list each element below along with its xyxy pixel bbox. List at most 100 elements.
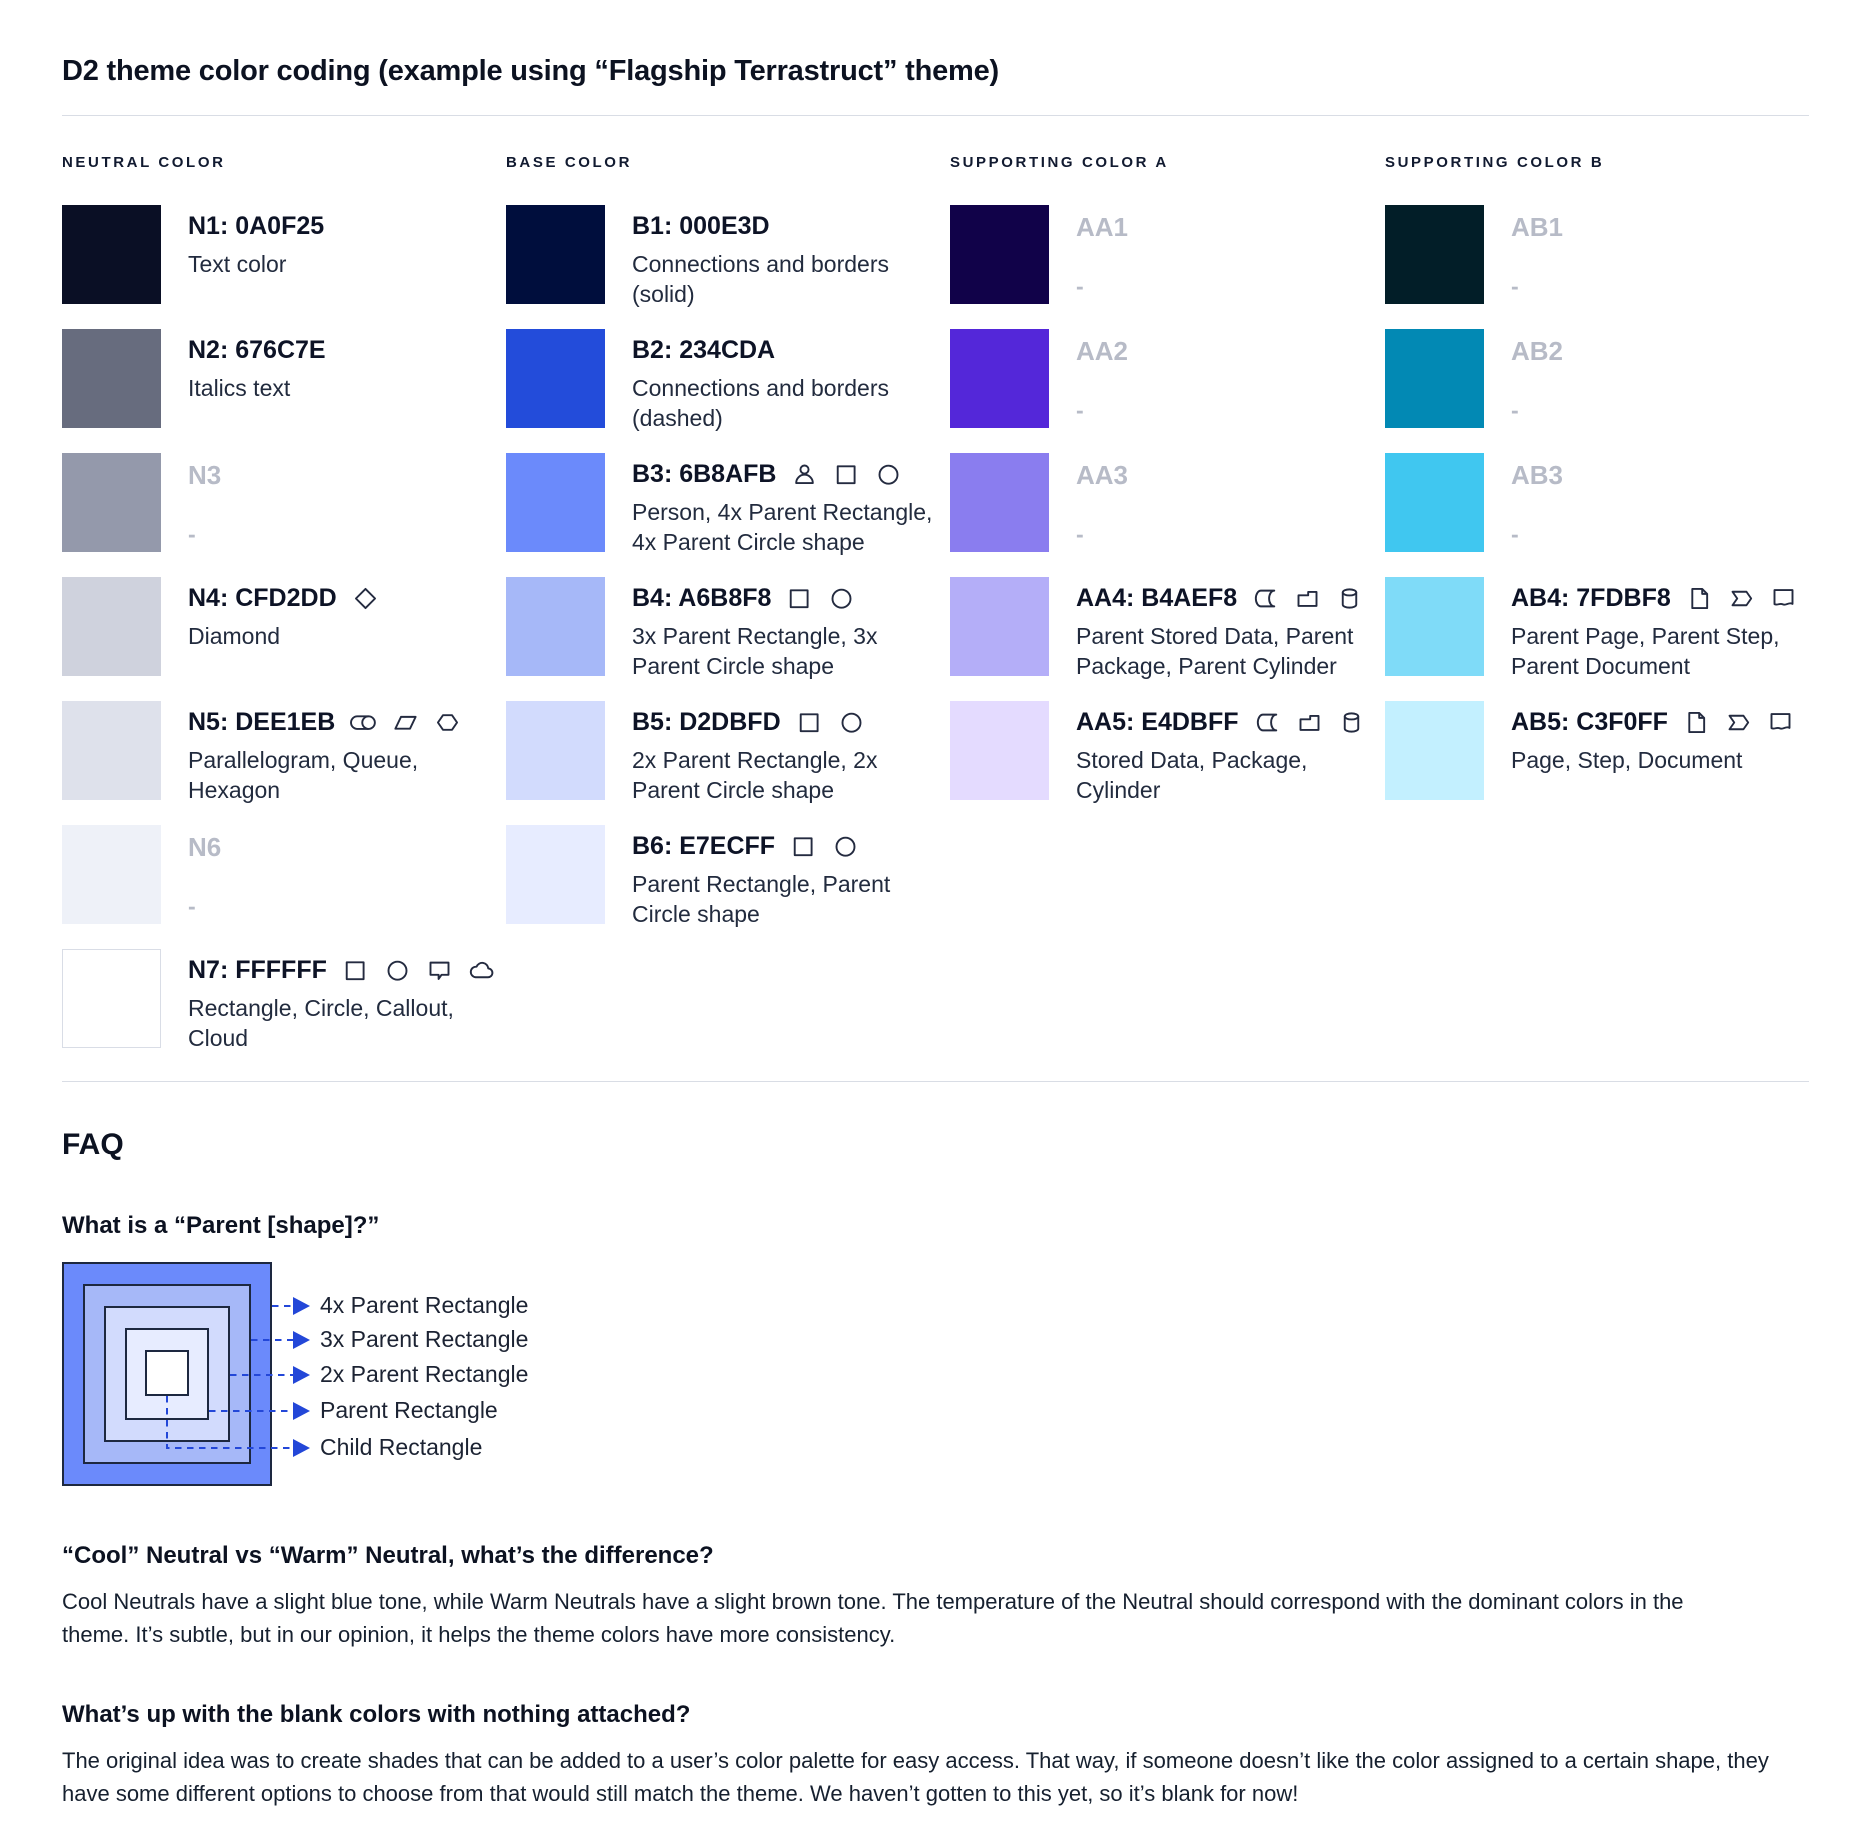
faq-section: FAQ What is a “Parent [shape]?” 4x Paren… xyxy=(62,1128,1809,1810)
color-swatch xyxy=(506,204,605,304)
rectangle-icon xyxy=(796,709,823,736)
color-label: AA5: E4DBFF xyxy=(1076,707,1239,736)
diagram-label: 2x Parent Rectangle xyxy=(320,1360,529,1387)
color-label-row: B6: E7ECFF xyxy=(632,832,890,861)
color-entry: B5: D2DBFD 2x Parent Rectangle, 2x Parent… xyxy=(506,700,950,803)
package-icon xyxy=(1296,709,1323,736)
color-entry-text: B1: 000E3D Connections and borders (solid… xyxy=(632,205,889,307)
color-entry: N6 - xyxy=(62,824,506,924)
color-label-row: B4: A6B8F8 xyxy=(632,584,877,613)
person-icon xyxy=(791,461,818,488)
queue-icon xyxy=(350,709,377,736)
color-entry-text: AA4: B4AEF8 Parent Stored Data, Parent Pa… xyxy=(1076,577,1363,679)
color-swatch xyxy=(506,824,605,924)
column-header: SUPPORTING COLOR B xyxy=(1385,153,1605,171)
color-description: - xyxy=(1511,272,1519,299)
color-entry-text: N1: 0A0F25 Text color xyxy=(188,205,324,304)
color-entry-text: AA3 - xyxy=(1076,453,1128,552)
color-entry: AA4: B4AEF8 Parent Stored Data, Parent Pa… xyxy=(950,576,1385,679)
color-entry-text: N4: CFD2DD Diamond xyxy=(188,577,379,676)
color-entry: AB4: 7FDBF8 Parent Page, Parent Step, Par… xyxy=(1385,576,1809,679)
color-entry-text: B3: 6B8AFB Person, 4x Parent Rectangle, 4… xyxy=(632,453,932,555)
faq-answer-blank-colors: The original idea was to create shades t… xyxy=(62,1747,1769,1806)
palette-column: BASE COLOR B1: 000E3D Connections and bord… xyxy=(506,154,950,949)
color-entry: AB1 - xyxy=(1385,204,1809,304)
color-entry-text: AA5: E4DBFF Stored Data, Package, Cylinde… xyxy=(1076,701,1365,803)
color-entry: AB3 - xyxy=(1385,452,1809,552)
color-description: Parallelogram, Queue, Hexagon xyxy=(188,746,419,803)
color-entry-text: B4: A6B8F8 3x Parent Rectangle, 3x Parent… xyxy=(632,577,877,679)
color-description: Connections and borders (solid) xyxy=(632,250,889,307)
diagram-connectors xyxy=(166,1296,310,1457)
color-label: B4: A6B8F8 xyxy=(632,583,772,612)
color-description: Stored Data, Package, Cylinder xyxy=(1076,746,1308,803)
faq-question-blank-colors: What’s up with the blank colors with not… xyxy=(62,1700,691,1728)
color-entry-text: AB1 - xyxy=(1511,205,1563,304)
page-icon xyxy=(1686,585,1713,612)
package-icon xyxy=(1294,585,1321,612)
color-entry-text: N6 - xyxy=(188,825,221,924)
color-description: Person, 4x Parent Rectangle, 4x Parent C… xyxy=(632,498,933,555)
color-label-row: B5: D2DBFD xyxy=(632,708,877,737)
palette-column: NEUTRAL COLOR N1: 0A0F25 Text color N2: 676… xyxy=(62,154,506,1073)
color-swatch xyxy=(506,328,605,428)
color-entry: N2: 676C7E Italics text xyxy=(62,328,506,428)
rectangle-icon xyxy=(786,585,813,612)
color-description: Parent Page, Parent Step, Parent Documen… xyxy=(1511,622,1780,679)
faq-heading: FAQ xyxy=(62,1127,124,1161)
color-label: AB3 xyxy=(1511,459,1564,490)
color-label-row: N3 xyxy=(188,460,221,491)
color-entry-text: B6: E7ECFF Parent Rectangle, Parent Circl… xyxy=(632,825,890,927)
color-swatch xyxy=(506,700,605,800)
divider xyxy=(62,1080,1809,1082)
callout-icon xyxy=(426,957,453,984)
color-entry-text: B5: D2DBFD 2x Parent Rectangle, 2x Parent… xyxy=(632,701,877,803)
color-entry-text: AB3 - xyxy=(1511,453,1563,552)
circle-icon xyxy=(828,585,855,612)
faq-question-cool-vs-warm: “Cool” Neutral vs “Warm” Neutral, what’s… xyxy=(62,1541,714,1569)
color-label: AB2 xyxy=(1511,335,1564,366)
color-description: Italics text xyxy=(188,374,291,401)
color-label: AA2 xyxy=(1076,335,1129,366)
hexagon-icon xyxy=(434,709,461,736)
stored-data-icon xyxy=(1254,709,1281,736)
color-entry-text: AA2 - xyxy=(1076,329,1128,428)
color-description: Page, Step, Document xyxy=(1511,746,1743,773)
circle-icon xyxy=(832,833,859,860)
color-label-row: N1: 0A0F25 xyxy=(188,212,324,241)
color-entry: N5: DEE1EB Parallelogram, Queue, Hexagon xyxy=(62,700,506,803)
cylinder-icon xyxy=(1338,709,1365,736)
palette-column: SUPPORTING COLOR A AA1 - AA2 - AA3 - AA4: B4AEF… xyxy=(950,154,1385,825)
page-title: D2 theme color coding (example using “Fl… xyxy=(62,55,1000,87)
color-description: - xyxy=(1076,520,1084,547)
diagram-label: 4x Parent Rectangle xyxy=(320,1291,529,1318)
color-label: N3 xyxy=(188,459,222,490)
diagram-label: Parent Rectangle xyxy=(320,1396,498,1423)
color-label-row: AA5: E4DBFF xyxy=(1076,708,1365,737)
color-entry-text: B2: 234CDA Connections and borders (dashe… xyxy=(632,329,889,431)
color-swatch xyxy=(62,576,161,676)
color-entry-text: N5: DEE1EB Parallelogram, Queue, Hexagon xyxy=(188,701,461,803)
color-entry: B1: 000E3D Connections and borders (solid… xyxy=(506,204,950,307)
page-icon xyxy=(1683,709,1710,736)
document-icon xyxy=(1770,585,1797,612)
color-description: Connections and borders (dashed) xyxy=(632,374,889,431)
color-label: N4: CFD2DD xyxy=(188,583,337,612)
child-rectangle xyxy=(145,1349,189,1396)
color-description: Parent Rectangle, Parent Circle shape xyxy=(632,870,891,927)
color-label-row: AA2 xyxy=(1076,336,1128,367)
color-label: AB5: C3F0FF xyxy=(1511,707,1668,736)
color-swatch xyxy=(1385,204,1484,304)
color-label: B1: 000E3D xyxy=(632,211,770,240)
divider xyxy=(62,114,1809,116)
color-label: AA4: B4AEF8 xyxy=(1076,583,1238,612)
color-label-row: AB5: C3F0FF xyxy=(1511,708,1794,737)
parent-shape-diagram: 4x Parent Rectangle 3x Parent Rectangle 2x… xyxy=(62,1261,842,1492)
color-description: Parent Stored Data, Parent Package, Pare… xyxy=(1076,622,1354,679)
column-header: BASE COLOR xyxy=(506,153,633,171)
circle-icon xyxy=(384,957,411,984)
color-description: - xyxy=(1511,396,1519,423)
color-description: Text color xyxy=(188,250,287,277)
color-description: Diamond xyxy=(188,622,281,649)
color-entry-text: N7: FFFFFF Rectangle, Circle, Callout, Cl… xyxy=(188,949,495,1051)
